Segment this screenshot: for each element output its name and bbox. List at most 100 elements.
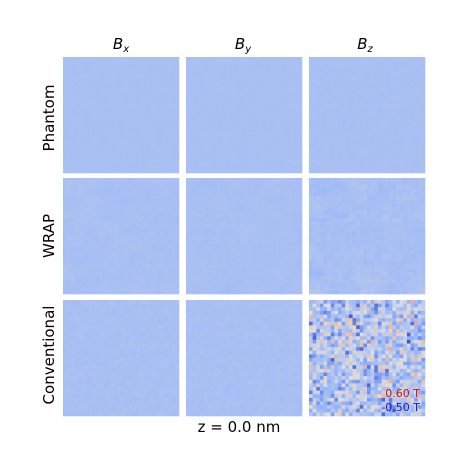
heatmap-cell — [374, 60, 379, 65]
heatmap-cell — [63, 144, 67, 148]
heatmap-cell — [113, 78, 118, 83]
heatmap-cell — [117, 165, 122, 170]
heatmap-cell — [150, 279, 154, 284]
heatmap-cell — [396, 158, 400, 163]
heatmap-cell — [146, 165, 151, 170]
heatmap-cell — [294, 158, 299, 163]
heatmap-cell — [345, 82, 350, 87]
heatmap-cell — [399, 165, 404, 170]
heatmap-cell — [215, 199, 219, 204]
heatmap-cell — [218, 203, 223, 208]
heatmap-cell — [113, 265, 118, 269]
heatmap-cell — [298, 111, 303, 116]
heatmap-cell — [157, 125, 162, 130]
heatmap-cell — [356, 154, 361, 159]
heatmap-cell — [403, 133, 408, 138]
heatmap-cell — [287, 129, 292, 134]
heatmap-cell — [269, 162, 274, 167]
heatmap-cell — [291, 136, 296, 141]
heatmap-cell — [135, 221, 140, 226]
heatmap-cell — [417, 86, 422, 90]
heatmap-cell — [150, 250, 154, 255]
heatmap-cell — [135, 115, 140, 119]
heatmap-cell — [92, 261, 96, 266]
heatmap-cell — [211, 71, 216, 76]
heatmap-cell — [135, 199, 140, 204]
heatmap-cell — [131, 196, 136, 201]
heatmap-cell — [66, 115, 71, 119]
heatmap-cell — [157, 283, 162, 288]
heatmap-cell — [77, 254, 82, 259]
heatmap-cell — [95, 111, 100, 116]
heatmap-cell — [110, 104, 115, 109]
heatmap-cell — [276, 261, 281, 266]
heatmap-cell — [367, 115, 371, 119]
heatmap-cell — [254, 82, 259, 87]
heatmap-cell — [113, 89, 118, 94]
heatmap-cell — [348, 86, 353, 90]
heatmap-cell — [280, 214, 285, 219]
heatmap-cell — [233, 60, 238, 65]
heatmap-cell — [131, 279, 136, 284]
heatmap-cell — [117, 268, 122, 273]
heatmap-cell — [204, 185, 209, 190]
heatmap-cell — [142, 286, 147, 291]
heatmap-cell — [142, 96, 147, 101]
heatmap-cell — [92, 275, 96, 280]
heatmap-cell — [258, 203, 263, 208]
heatmap-cell — [406, 144, 411, 148]
heatmap-cell — [334, 57, 339, 61]
heatmap-cell — [66, 144, 71, 148]
heatmap-cell — [287, 181, 292, 186]
heatmap-cell — [186, 207, 190, 211]
heatmap-cell — [359, 129, 364, 134]
heatmap-cell — [117, 196, 122, 201]
heatmap-cell — [113, 199, 118, 204]
heatmap-cell — [189, 210, 194, 215]
heatmap-cell — [247, 181, 252, 186]
heatmap-cell — [193, 188, 198, 193]
heatmap-cell — [294, 151, 299, 156]
heatmap-cell — [135, 268, 140, 273]
heatmap-cell — [352, 136, 357, 141]
heatmap-cell — [330, 93, 335, 98]
heatmap-cell — [81, 86, 86, 90]
heatmap-cell — [168, 86, 173, 90]
heatmap-cell — [200, 78, 205, 83]
heatmap-cell — [254, 207, 259, 211]
heatmap-cell — [377, 64, 382, 69]
heatmap-cell — [124, 250, 129, 255]
heatmap-cell — [193, 261, 198, 266]
heatmap-cell — [164, 192, 169, 197]
heatmap-cell — [363, 93, 368, 98]
heatmap-cell — [363, 169, 368, 174]
heatmap-cell — [66, 60, 71, 65]
heatmap-cell — [410, 82, 415, 87]
heatmap-cell — [316, 136, 321, 141]
heatmap-cell — [171, 246, 176, 251]
heatmap-cell — [193, 115, 198, 119]
heatmap-cell — [121, 265, 125, 269]
heatmap-cell — [388, 147, 393, 152]
heatmap-cell — [211, 93, 216, 98]
heatmap-cell — [124, 67, 129, 72]
heatmap-cell — [287, 57, 292, 61]
heatmap-cell — [323, 158, 328, 163]
heatmap-cell — [334, 93, 339, 98]
heatmap-cell — [258, 275, 263, 280]
heatmap-cell — [121, 199, 125, 204]
heatmap-cell — [421, 133, 426, 138]
heatmap-cell — [330, 140, 335, 145]
heatmap-cell — [139, 151, 144, 156]
heatmap-cell — [276, 86, 281, 90]
heatmap-cell — [363, 57, 368, 61]
heatmap-cell — [251, 165, 256, 170]
heatmap-cell — [273, 203, 277, 208]
heatmap-cell — [200, 122, 205, 127]
heatmap-cell — [73, 250, 78, 255]
heatmap-cell — [160, 207, 165, 211]
heatmap-cell — [244, 254, 248, 259]
heatmap-cell — [95, 82, 100, 87]
heatmap-cell — [84, 75, 89, 80]
heatmap-cell — [157, 147, 162, 152]
